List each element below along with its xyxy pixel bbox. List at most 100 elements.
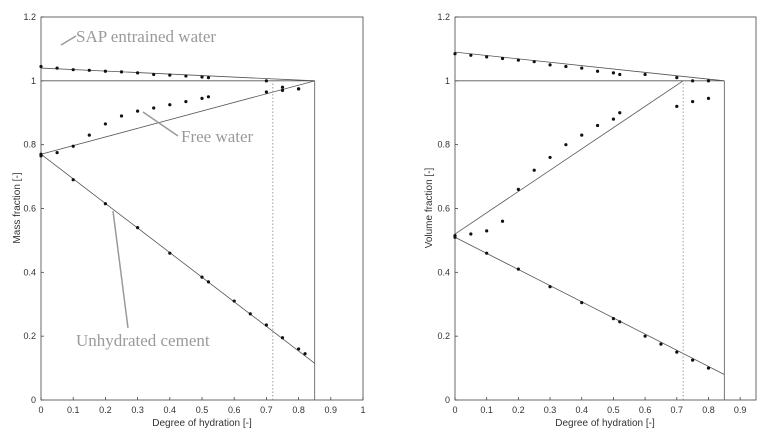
volume-fraction-x-tick-label: 0.1 bbox=[480, 405, 493, 415]
volume-fraction-model-line-2 bbox=[454, 80, 684, 235]
volume-fraction-x-tick-label: 0.6 bbox=[639, 405, 652, 415]
mass-fraction-x-tick-label: 0.1 bbox=[67, 405, 80, 415]
mass-fraction-chart: 0 0.1 0.2 0.3 0.4 0.5 0.6 0.7 0.8 0.9 1 0 0.2 0.4 0.6 0… bbox=[12, 12, 366, 429]
mass-fraction-series-0-point bbox=[200, 75, 204, 79]
mass-fraction-series-2-point bbox=[303, 352, 307, 356]
volume-fraction-series-1-point bbox=[691, 99, 695, 104]
mass-fraction-y-tick-label: 0.6 bbox=[23, 204, 36, 214]
volume-fraction-x-tick-label: 0.5 bbox=[607, 405, 620, 415]
volume-fraction-series-2-point bbox=[611, 317, 616, 321]
volume-fraction-series-0-point bbox=[611, 71, 616, 75]
volume-fraction-series-1-point bbox=[706, 96, 711, 100]
volume-fraction-y-tick-label: 0.2 bbox=[437, 331, 450, 341]
volume-fraction-series-1-point bbox=[500, 219, 505, 223]
volume-fraction-series-1-point bbox=[675, 104, 679, 108]
mass-fraction-series-0-point bbox=[136, 71, 140, 75]
mass-fraction-series-2-point bbox=[200, 275, 204, 279]
volume-fraction-series-2-point bbox=[659, 342, 663, 346]
mass-fraction-y-tick-label: 0.8 bbox=[23, 140, 36, 150]
mass-fraction-x-tick-label: 0 bbox=[38, 405, 43, 415]
mass-fraction-series-1-point bbox=[206, 95, 211, 99]
mass-fraction-y-tick-label: 0.2 bbox=[23, 331, 36, 341]
volume-fraction-series-2-point bbox=[580, 301, 584, 305]
mass-fraction-series-2-point bbox=[297, 347, 301, 351]
mass-fraction-series-1-point bbox=[87, 133, 91, 137]
annotation-pointer-free-water bbox=[142, 111, 179, 137]
mass-fraction-model-line-0 bbox=[40, 67, 315, 82]
mass-fraction-series-0-point bbox=[264, 79, 268, 83]
volume-fraction-series-0-point bbox=[675, 76, 679, 80]
mass-fraction-x-tick-label: 0.8 bbox=[292, 405, 305, 415]
mass-fraction-x-tick-label: 0.2 bbox=[99, 405, 112, 415]
mass-fraction-series-0-point bbox=[206, 76, 211, 80]
volume-fraction-x-tick-label: 0.3 bbox=[544, 405, 557, 415]
volume-fraction-y-tick-label: 0.8 bbox=[437, 140, 450, 150]
volume-fraction-series-1-point bbox=[564, 143, 568, 147]
volume-fraction-series-1-point bbox=[618, 111, 622, 115]
mass-fraction-y-tick-label: 0.4 bbox=[23, 267, 36, 277]
mass-fraction-x-tick-label: 0.6 bbox=[228, 405, 241, 415]
volume-fraction-series-2-point bbox=[618, 320, 622, 324]
volume-fraction-series-0-point bbox=[706, 79, 711, 83]
mass-fraction-series-2-point bbox=[103, 202, 107, 206]
volume-fraction-plot-area bbox=[454, 16, 757, 401]
mass-fraction-series-0-point bbox=[71, 68, 75, 72]
volume-fraction-chart: 0 0.1 0.2 0.3 0.4 0.5 0.6 0.7 0.8 0.9 0 0.2 0.4 0.6 0.… bbox=[424, 12, 757, 429]
annotation-sap-entrained-water: SAP entrained water bbox=[76, 27, 216, 46]
annotation-pointer-unhydrated bbox=[112, 210, 129, 329]
mass-fraction-model-line-3 bbox=[40, 153, 315, 364]
mass-fraction-series-1-point bbox=[200, 96, 204, 100]
volume-fraction-y-tick-label: 1.2 bbox=[437, 12, 450, 22]
mass-fraction-series-0-point bbox=[87, 68, 91, 72]
volume-fraction-y-tick-label: 1 bbox=[445, 76, 450, 86]
volume-fraction-series-1-point bbox=[595, 123, 600, 128]
mass-fraction-y-tick-label: 1 bbox=[31, 76, 36, 86]
mass-fraction-series-0-point bbox=[55, 66, 59, 70]
mass-fraction-y-axis-label: Mass fraction [-] bbox=[12, 172, 23, 243]
mass-fraction-series-2-point bbox=[232, 299, 236, 303]
mass-fraction-y-tick-label: 1.2 bbox=[23, 12, 36, 22]
volume-fraction-x-axis-label: Degree of hydration [-] bbox=[555, 418, 655, 429]
mass-fraction-x-tick-label: 0.7 bbox=[260, 405, 273, 415]
mass-fraction-series-1-point bbox=[264, 90, 268, 94]
mass-fraction-series-1-point bbox=[103, 122, 107, 126]
volume-fraction-series-2-point bbox=[453, 235, 457, 239]
volume-fraction-series-0-point bbox=[548, 63, 552, 67]
volume-fraction-series-2-point bbox=[516, 267, 520, 271]
volume-fraction-series-1-point bbox=[548, 155, 552, 160]
volume-fraction-series-2-point bbox=[691, 358, 695, 362]
volume-fraction-series-0-point bbox=[643, 72, 647, 77]
mass-fraction-x-axis-label: Degree of hydration [-] bbox=[152, 418, 252, 429]
annotation-free-water: Free water bbox=[181, 127, 254, 146]
mass-fraction-series-0-point bbox=[152, 72, 156, 77]
mass-fraction-series-0-point bbox=[168, 73, 172, 77]
mass-fraction-series-1-point bbox=[136, 109, 140, 113]
volume-fraction-series-0-point bbox=[485, 55, 489, 59]
volume-fraction-series-2-point bbox=[675, 350, 679, 354]
mass-fraction-series-1-point bbox=[280, 88, 285, 93]
volume-fraction-series-2-point bbox=[706, 366, 711, 370]
mass-fraction-x-tick-label: 0.9 bbox=[325, 405, 338, 415]
volume-fraction-x-tick-label: 0.8 bbox=[702, 405, 715, 415]
volume-fraction-y-tick-label: 0.4 bbox=[437, 267, 450, 277]
mass-fraction-series-0-point bbox=[184, 74, 188, 78]
mass-fraction-series-2-point bbox=[136, 226, 140, 230]
mass-fraction-series-2-point bbox=[39, 152, 43, 156]
mass-fraction-y-tick-label: 0 bbox=[31, 395, 36, 405]
mass-fraction-series-2-point bbox=[264, 323, 268, 327]
volume-fraction-series-0-point bbox=[580, 66, 584, 70]
volume-fraction-series-2-point bbox=[548, 285, 552, 289]
volume-fraction-series-1-point bbox=[532, 168, 536, 172]
mass-fraction-series-2-point bbox=[168, 251, 172, 255]
volume-fraction-series-0-point bbox=[500, 56, 505, 61]
volume-fraction-series-1-point bbox=[611, 117, 616, 121]
volume-fraction-series-1-point bbox=[485, 229, 489, 233]
volume-fraction-x-tick-label: 0 bbox=[452, 405, 457, 415]
volume-fraction-series-0-point bbox=[618, 72, 622, 77]
mass-fraction-series-2-point bbox=[71, 178, 75, 182]
mass-fraction-series-0-point bbox=[103, 69, 107, 73]
volume-fraction-series-0-point bbox=[595, 69, 600, 73]
mass-fraction-series-1-point bbox=[55, 151, 59, 155]
volume-fraction-x-tick-label: 0.2 bbox=[512, 405, 525, 415]
annotation-unhydrated-cement: Unhydrated cement bbox=[76, 331, 210, 350]
